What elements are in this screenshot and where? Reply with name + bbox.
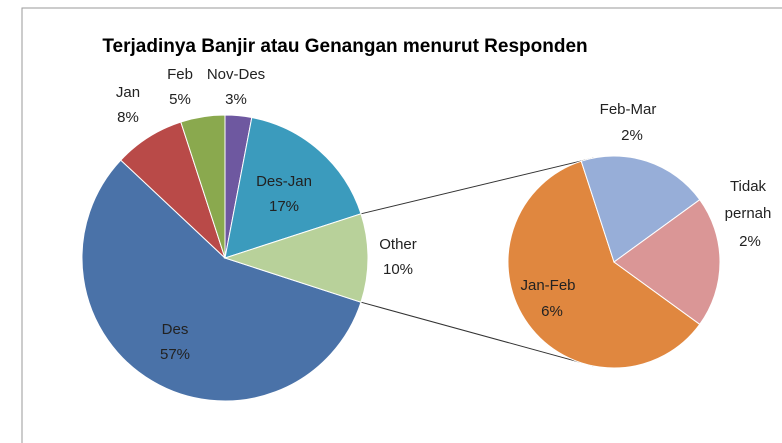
slice-value-label: 5%	[169, 91, 191, 108]
pie-slice	[81, 159, 362, 402]
connector-line	[360, 301, 594, 367]
slice-label: Jan-Feb	[520, 277, 575, 294]
slice-value-label: 3%	[225, 91, 247, 108]
slice-label-box: Tidak pernah	[724, 178, 772, 222]
slice-label: Feb-Mar	[600, 101, 657, 118]
chart-title: Terjadinya Banjir atau Genangan menurut …	[102, 36, 587, 57]
pie-slice	[580, 155, 701, 263]
slice-value-label: 2%	[739, 233, 761, 250]
slice-label: Feb	[167, 66, 193, 83]
slice-value-label: 17%	[269, 198, 299, 215]
pie-slice	[223, 213, 369, 303]
connector-line	[360, 157, 594, 215]
slice-label: Tidak pernah	[724, 178, 772, 222]
slice-label: Jan	[116, 84, 140, 101]
slice-value-label: 2%	[621, 127, 643, 144]
pie-slice	[224, 116, 362, 259]
slice-value-label: 8%	[117, 109, 139, 126]
pie-slice	[613, 198, 721, 326]
slice-label: Des-Jan	[256, 173, 312, 190]
slice-value-label: 10%	[383, 261, 413, 278]
slice-label: Other	[379, 236, 417, 253]
slice-value-label: 57%	[160, 346, 190, 363]
slice-label: Des	[162, 321, 189, 338]
slice-label: Nov-Des	[207, 66, 265, 83]
slice-value-label: 6%	[541, 303, 563, 320]
pie-slice	[507, 160, 701, 369]
